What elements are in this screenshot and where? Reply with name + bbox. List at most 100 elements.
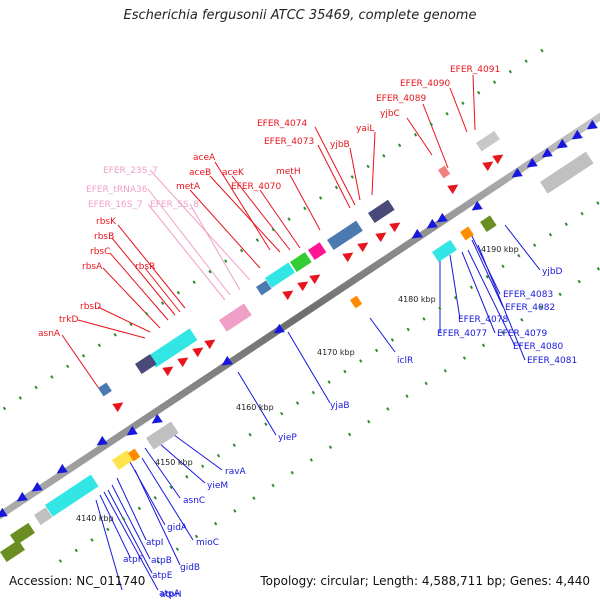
gene-label: EFER_4089 — [376, 94, 426, 104]
gene-block — [135, 354, 157, 375]
gene-block — [128, 448, 141, 462]
rna-label: EFER_5S_8 — [150, 200, 199, 210]
gc-dash — [469, 285, 474, 290]
gc-dash — [50, 375, 54, 379]
tick-label: 4160 kbp — [236, 403, 274, 412]
forward-gene-arrow — [282, 290, 294, 301]
gc-dash — [311, 390, 315, 395]
forward-gene-arrow — [204, 339, 216, 350]
gene-label: ravA — [225, 467, 247, 477]
rna-label: EFER_23S_7 — [103, 166, 158, 176]
trna-block — [219, 303, 252, 332]
feature-track — [0, 130, 594, 563]
gc-dash — [232, 443, 236, 448]
leader-line — [314, 126, 356, 206]
gc-dash — [185, 474, 189, 479]
gc-dash — [233, 509, 237, 513]
gene-label: rbsR — [135, 262, 155, 272]
gene-block — [460, 226, 474, 241]
gc-dash — [462, 356, 467, 360]
forward-gene-arrow — [447, 184, 459, 195]
rna-label: EFER_16S_7 — [88, 200, 143, 210]
rrna-block — [148, 328, 198, 368]
gene-block — [540, 151, 594, 194]
gc-dash — [422, 317, 426, 321]
tick-label: 4190 kbp — [481, 245, 519, 254]
gc-dash — [248, 432, 252, 437]
gc-dash — [81, 354, 86, 358]
gene-block — [327, 220, 363, 251]
gc-dash — [386, 407, 390, 411]
leader-line — [102, 267, 161, 329]
gene-block — [438, 165, 451, 179]
gene-label: EFER_4077 — [437, 329, 487, 339]
gc-dash — [34, 385, 38, 390]
forward-gene-arrow — [375, 232, 387, 243]
rna-label: EFER_tRNA36 — [86, 185, 148, 195]
gc-dash — [194, 534, 199, 539]
gc-dash — [596, 201, 600, 205]
leader-line — [103, 491, 159, 591]
gc-dash — [252, 496, 256, 500]
gc-dash — [343, 369, 347, 374]
gc-dash — [2, 406, 7, 411]
gc-dash — [405, 394, 409, 399]
gene-label: trkD — [59, 315, 78, 325]
gene-label: rbsB — [94, 232, 114, 242]
leader-line — [107, 489, 153, 574]
gene-block — [476, 130, 500, 152]
gene-label: metH — [276, 167, 301, 177]
gc-dash — [214, 521, 218, 526]
gc-dash — [137, 506, 142, 511]
gene-block — [0, 539, 25, 563]
reverse-gene-arrow — [571, 129, 583, 140]
leader-line — [116, 477, 147, 541]
gc-dash — [224, 259, 228, 263]
gene-label: yjbD — [542, 267, 563, 277]
gc-dash — [97, 343, 101, 348]
reverse-gene-arrow — [126, 425, 138, 436]
map-title: Escherichia fergusonii ATCC 35469, compl… — [123, 8, 477, 23]
forward-gene-arrow — [112, 402, 124, 413]
leader-line — [214, 161, 271, 251]
gc-dash — [367, 419, 371, 424]
gc-dash — [303, 206, 307, 211]
gene-label: yjaB — [330, 401, 350, 411]
gene-label: asnC — [183, 496, 205, 506]
tick-label: 4170 kbp — [317, 348, 355, 357]
leader-line — [149, 169, 251, 281]
reverse-gene-arrow — [411, 228, 423, 239]
leader-line — [472, 74, 476, 131]
leader-line — [449, 87, 468, 133]
leader-line — [349, 147, 361, 201]
reverse-gene-arrow — [31, 481, 43, 492]
gc-dash — [524, 59, 528, 63]
leader-line — [289, 174, 321, 231]
gene-label: aceK — [222, 168, 245, 178]
gc-track-far — [156, 267, 600, 564]
gc-dash — [271, 227, 275, 232]
leader-line — [61, 334, 101, 391]
gene-label: EFER_4083 — [503, 290, 553, 300]
gc-dash — [90, 538, 94, 542]
leader-line — [209, 175, 281, 253]
gc-dash — [501, 330, 505, 335]
gc-dash — [539, 305, 543, 309]
gene-label: rbsC — [90, 247, 110, 257]
gc-dash — [106, 527, 110, 532]
accession-label: Accession: NC_011740 — [9, 574, 146, 588]
gc-track-outer — [2, 48, 544, 411]
forward-gene-arrow — [342, 252, 354, 263]
gene-label: metA — [176, 182, 201, 192]
gc-dash — [445, 111, 449, 116]
gc-dash — [328, 445, 333, 450]
forward-gene-arrow — [482, 161, 494, 172]
reverse-gene-arrow — [556, 138, 568, 149]
gene-label: yieM — [207, 481, 228, 491]
gene-label: atpF — [123, 555, 143, 565]
leader-line — [134, 469, 181, 566]
leader-line — [99, 494, 131, 558]
leader-line — [406, 117, 433, 156]
gc-dash — [280, 411, 284, 416]
